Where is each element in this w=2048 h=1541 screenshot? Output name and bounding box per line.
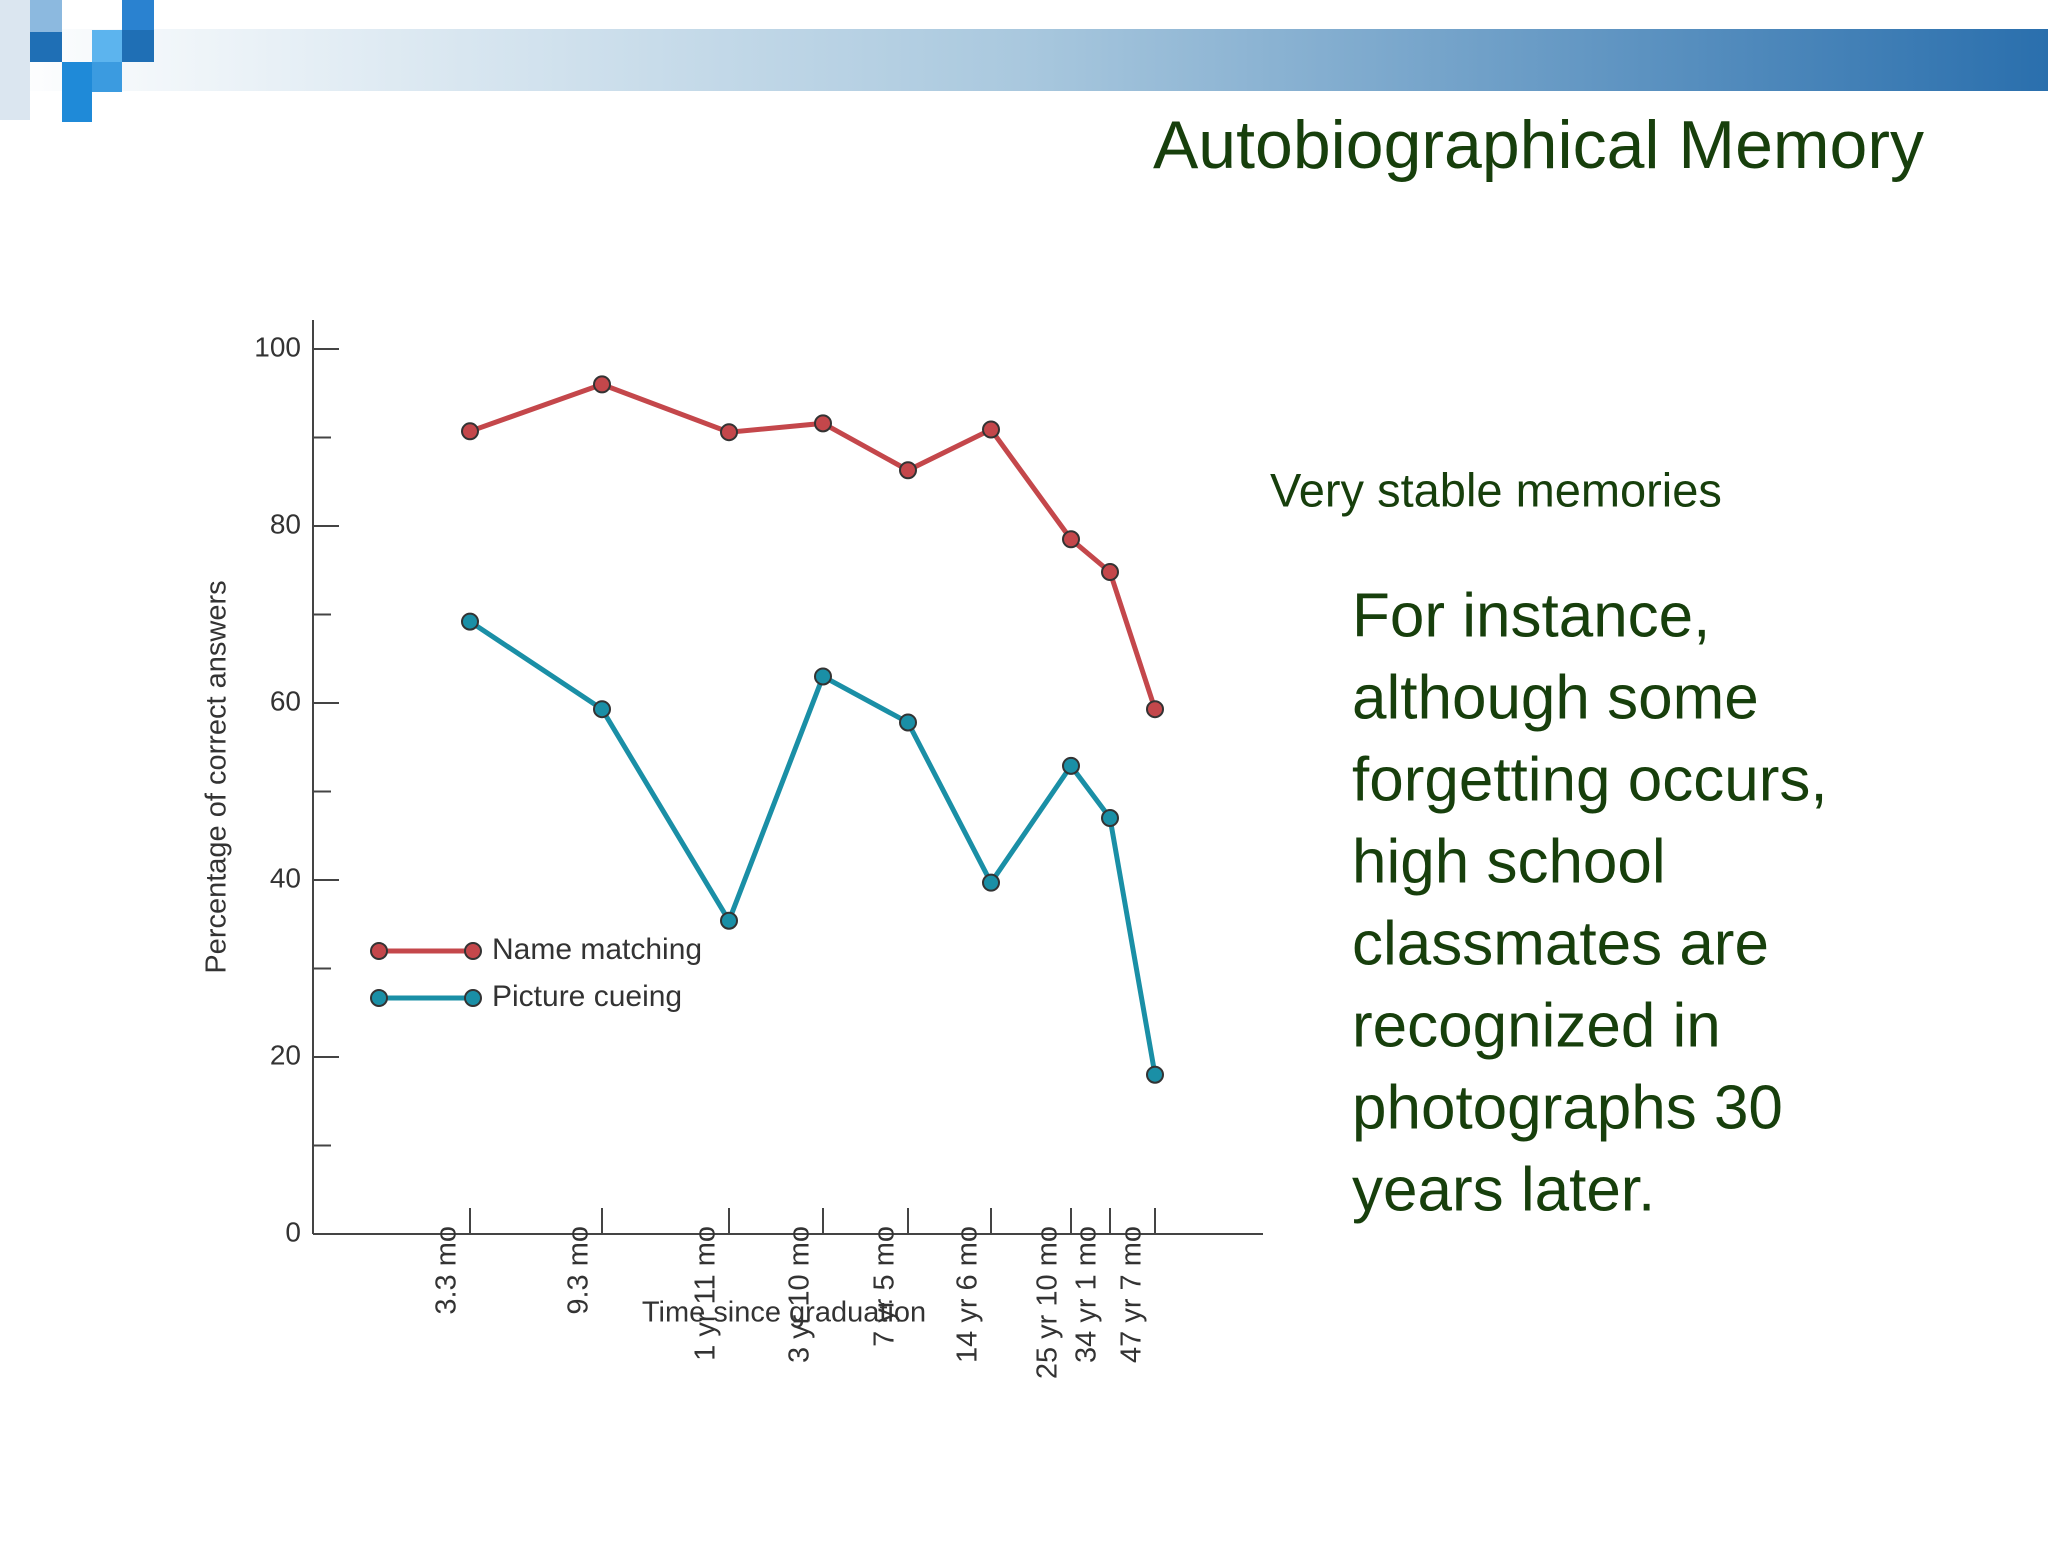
logo bbox=[0, 0, 154, 122]
data-point bbox=[814, 667, 832, 686]
y-tick-label: 80 bbox=[270, 508, 301, 539]
x-tick-label: 34 yr 1 mo bbox=[1071, 1226, 1103, 1363]
paragraph-line: classmates are bbox=[1352, 909, 1769, 978]
data-point bbox=[593, 375, 611, 394]
x-tick-label: 25 yr 10 mo bbox=[1032, 1226, 1064, 1379]
data-point bbox=[1062, 756, 1080, 775]
data-point bbox=[593, 700, 611, 719]
data-point bbox=[899, 461, 917, 480]
header-bar bbox=[0, 29, 2048, 91]
data-point bbox=[899, 713, 917, 732]
y-tick-label: 40 bbox=[270, 862, 301, 893]
paragraph-line: recognized in bbox=[1352, 991, 1721, 1060]
y-tick-label: 60 bbox=[270, 685, 301, 716]
data-point bbox=[1101, 809, 1119, 828]
x-tick-label: 14 yr 6 mo bbox=[952, 1226, 984, 1363]
x-tick-label: 1 yr 11 mo bbox=[690, 1226, 722, 1361]
paragraph-line: For instance, bbox=[1352, 581, 1710, 650]
legend-marker bbox=[464, 989, 482, 1007]
slide-subtitle: Very stable memories bbox=[1270, 463, 1722, 516]
x-tick-label: 3 yr 10 mo bbox=[784, 1226, 816, 1363]
data-point bbox=[461, 422, 479, 441]
data-point bbox=[720, 911, 738, 930]
data-point bbox=[1146, 1065, 1164, 1084]
paragraph-line: years later. bbox=[1352, 1155, 1655, 1224]
y-tick-label: 20 bbox=[270, 1039, 301, 1070]
data-point bbox=[1101, 563, 1119, 582]
paragraph-line: high school bbox=[1352, 827, 1666, 896]
data-point bbox=[814, 414, 832, 433]
y-tick-label: 0 bbox=[285, 1216, 301, 1247]
legend-label: Picture cueing bbox=[492, 980, 682, 1013]
data-point bbox=[461, 612, 479, 631]
paragraph: For instance, although some forgetting occ… bbox=[1352, 581, 1828, 1224]
paragraph-line: forgetting occurs, bbox=[1352, 745, 1828, 814]
data-point bbox=[1146, 700, 1164, 719]
legend-marker bbox=[370, 989, 388, 1007]
x-tick-label: 9.3 mo bbox=[563, 1226, 595, 1315]
chart: 0 20 40 60 80 100 3.3 mo 9.3 mo 1 yr 11 mo 3 yr 1… bbox=[201, 320, 1263, 1379]
x-tick-label: 47 yr 7 mo bbox=[1116, 1226, 1148, 1363]
data-point bbox=[720, 423, 738, 442]
paragraph-line: photographs 30 bbox=[1352, 1073, 1783, 1142]
series-line bbox=[469, 381, 1158, 710]
y-axis-label: Percentage of correct answers bbox=[201, 580, 233, 973]
legend-label: Name matching bbox=[492, 933, 702, 966]
slide-title: Autobiographical Memory bbox=[1153, 107, 1924, 183]
data-point bbox=[1062, 530, 1080, 549]
legend-marker bbox=[464, 942, 482, 960]
x-axis-label: Time since graduation bbox=[642, 1297, 926, 1329]
legend-marker bbox=[370, 942, 388, 960]
x-tick-label: 7 yr 5 mo bbox=[869, 1226, 901, 1347]
x-tick-label: 3.3 mo bbox=[431, 1226, 463, 1315]
y-tick-label: 100 bbox=[254, 331, 301, 362]
data-point bbox=[982, 873, 1000, 892]
paragraph-line: although some bbox=[1352, 663, 1759, 732]
data-point bbox=[982, 420, 1000, 439]
